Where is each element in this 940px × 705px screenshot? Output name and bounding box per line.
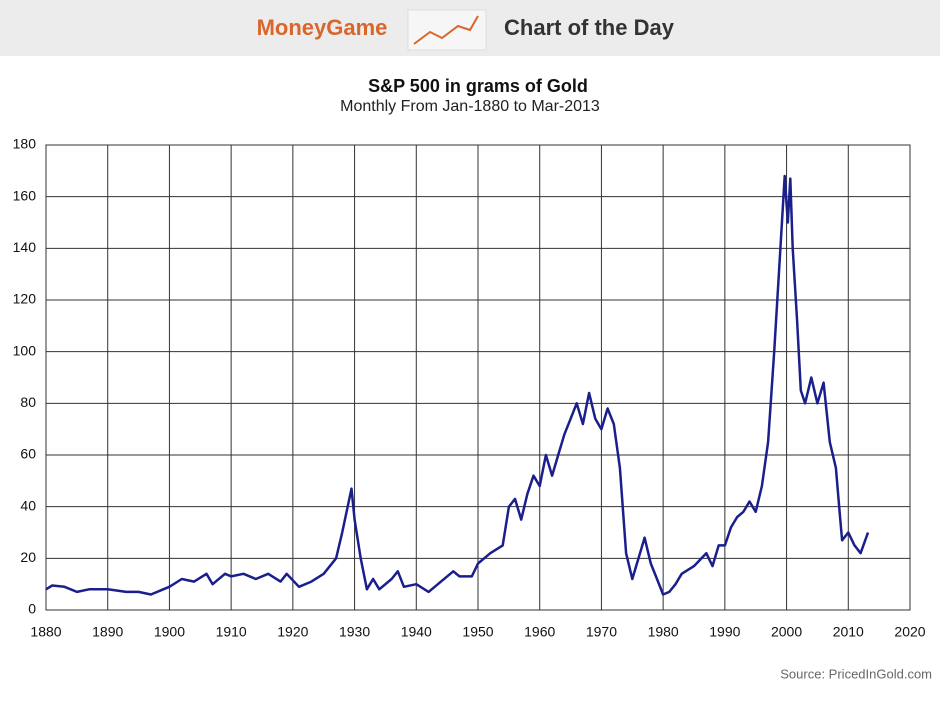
x-tick-label: 1910 (216, 624, 247, 640)
x-tick-label: 1980 (648, 624, 679, 640)
x-tick-label: 1970 (586, 624, 617, 640)
y-tick-label: 0 (28, 601, 36, 617)
y-tick-label: 120 (13, 291, 37, 307)
chart-subtitle: Monthly From Jan-1880 to Mar-2013 (340, 98, 600, 115)
x-tick-label: 1990 (709, 624, 740, 640)
x-tick-label: 1900 (154, 624, 185, 640)
y-tick-label: 160 (13, 187, 37, 203)
x-tick-label: 2020 (894, 624, 925, 640)
y-tick-label: 60 (20, 446, 36, 462)
source: Source: PricedInGold.com (780, 666, 932, 681)
x-tick-label: 2010 (833, 624, 864, 640)
y-tick-label: 100 (13, 342, 37, 358)
brand: MoneyGame (257, 15, 388, 40)
x-tick-label: 1950 (462, 624, 493, 640)
y-tick-label: 20 (20, 549, 36, 565)
x-tick-label: 1960 (524, 624, 555, 640)
x-tick-label: 1940 (401, 624, 432, 640)
x-tick-label: 1930 (339, 624, 370, 640)
x-tick-label: 1920 (277, 624, 308, 640)
banner-label: Chart of the Day (504, 15, 675, 40)
banner-icon (407, 9, 487, 51)
chart-title: S&P 500 in grams of Gold (368, 76, 588, 96)
y-tick-label: 80 (20, 394, 36, 410)
x-tick-label: 2000 (771, 624, 802, 640)
y-tick-label: 140 (13, 239, 37, 255)
x-tick-label: 1880 (30, 624, 61, 640)
y-tick-label: 180 (13, 136, 37, 152)
data-line (45, 174, 870, 596)
y-tick-label: 40 (20, 497, 36, 513)
x-tick-label: 1890 (92, 624, 123, 640)
